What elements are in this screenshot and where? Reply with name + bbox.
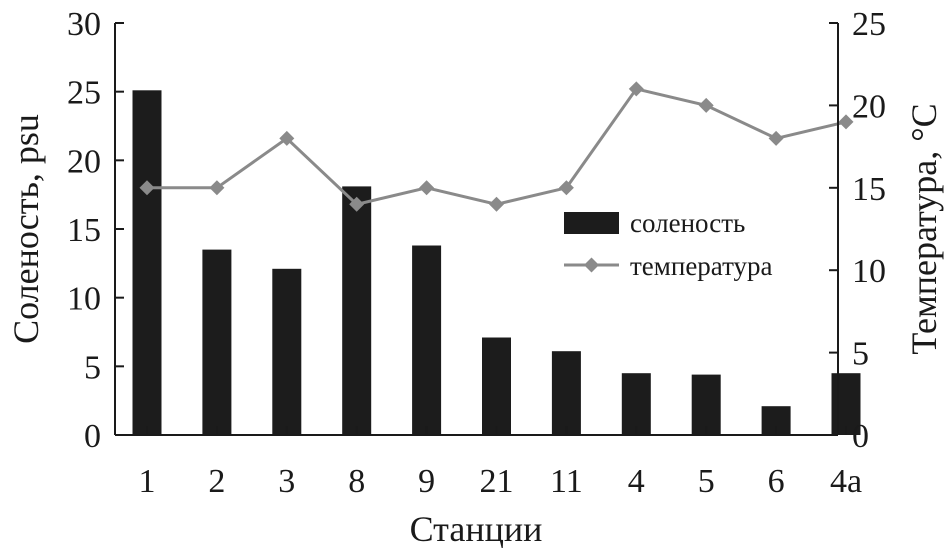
x-tick-label-1: 1 xyxy=(139,463,156,500)
point-temperature-4 xyxy=(628,81,644,97)
x-tick-label-9: 9 xyxy=(418,463,435,500)
legend-label-temperature: температура xyxy=(630,251,773,281)
legend-swatch-salinity xyxy=(564,212,619,234)
y-tick-label-15: 15 xyxy=(67,212,101,249)
point-temperature-3 xyxy=(279,130,295,146)
y-right-tick-label-5: 5 xyxy=(852,336,869,373)
x-tick-label-6: 6 xyxy=(768,463,785,500)
point-temperature-6 xyxy=(768,130,784,146)
bar-salinity-1 xyxy=(132,90,162,436)
y-right-tick-label-25: 25 xyxy=(852,6,886,43)
bar-salinity-4 xyxy=(621,373,651,435)
point-temperature-8 xyxy=(349,196,365,212)
bar-salinity-4a xyxy=(831,373,861,435)
point-temperature-4a xyxy=(838,114,854,130)
y-right-tick-label-15: 15 xyxy=(852,171,886,208)
y-right-tick-label-20: 20 xyxy=(852,88,886,125)
y-tick-label-10: 10 xyxy=(67,281,101,318)
line-temperature xyxy=(147,87,847,206)
bar-salinity-3 xyxy=(272,268,302,435)
y-tick-label-5: 5 xyxy=(84,349,101,386)
bar-salinity-11 xyxy=(551,351,581,435)
bar-salinity-5 xyxy=(691,374,721,435)
x-tick-label-5: 5 xyxy=(698,463,715,500)
left-y-ticks: 0 5 10 15 20 25 30 xyxy=(67,6,124,455)
x-tick-label-21: 21 xyxy=(480,463,514,500)
line-group xyxy=(139,81,854,212)
y-tick-label-20: 20 xyxy=(67,143,101,180)
legend: соленость температура xyxy=(564,208,773,281)
x-ticks: 1 2 3 8 9 21 11 4 5 6 4a xyxy=(139,426,862,500)
bars-group xyxy=(132,90,861,436)
y-tick-label-30: 30 xyxy=(67,6,101,43)
bar-salinity-2 xyxy=(202,249,232,435)
bar-salinity-8 xyxy=(342,186,372,435)
x-tick-label-11: 11 xyxy=(550,463,583,500)
point-temperature-2 xyxy=(209,180,225,196)
x-tick-label-4: 4 xyxy=(628,463,645,500)
y-axis-title: Соленость, psu xyxy=(6,114,46,344)
right-y-ticks: 0 5 10 15 20 25 xyxy=(829,6,886,455)
bar-salinity-9 xyxy=(412,245,442,435)
point-temperature-5 xyxy=(698,97,714,113)
point-temperature-1 xyxy=(139,180,155,196)
y-right-tick-label-10: 10 xyxy=(852,253,886,290)
x-tick-label-4a: 4a xyxy=(830,463,862,500)
y-tick-label-25: 25 xyxy=(67,75,101,112)
x-axis-title: Станции xyxy=(410,509,543,549)
y-tick-label-0: 0 xyxy=(84,418,101,455)
y-axis-right-title: Температура, °C xyxy=(904,103,944,354)
point-temperature-9 xyxy=(419,180,435,196)
legend-swatch-temperature-marker xyxy=(584,257,599,273)
bar-salinity-21 xyxy=(482,337,511,435)
x-tick-label-2: 2 xyxy=(208,463,225,500)
x-tick-label-8: 8 xyxy=(348,463,365,500)
legend-label-salinity: соленость xyxy=(630,208,745,238)
x-tick-label-3: 3 xyxy=(278,463,295,500)
y-right-tick-label-0: 0 xyxy=(852,418,869,455)
point-temperature-11 xyxy=(558,180,574,196)
point-temperature-21 xyxy=(489,196,504,212)
